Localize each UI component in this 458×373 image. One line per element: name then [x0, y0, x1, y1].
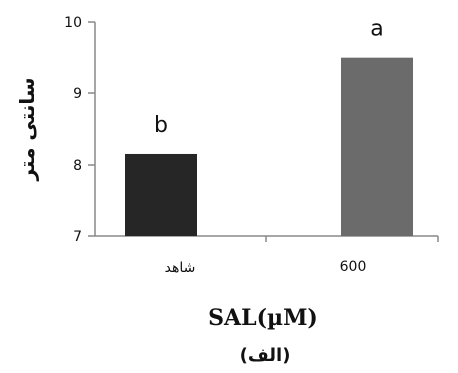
y-tick-label-10: 10 — [64, 15, 82, 31]
y-tick-label-8: 8 — [73, 158, 82, 174]
y-axis-title: سانتی متر — [15, 77, 39, 181]
x-axis: شاهد 600 — [95, 235, 439, 276]
bar-letter-600: a — [370, 17, 383, 42]
x-tick-label-control: شاهد — [165, 260, 196, 276]
x-tick-label-600: 600 — [340, 259, 367, 275]
y-tick-label-7: 7 — [73, 229, 82, 245]
bar-600 — [341, 57, 413, 236]
bar-letter-control: b — [154, 113, 168, 138]
y-tick-label-9: 9 — [73, 86, 82, 102]
figure-caption: (الف) — [240, 345, 291, 366]
bar-control — [125, 153, 197, 236]
x-axis-title: SAL(µM) — [208, 305, 318, 331]
y-axis: 10 9 8 7 — [64, 15, 96, 245]
bars-group: ba — [125, 17, 413, 236]
